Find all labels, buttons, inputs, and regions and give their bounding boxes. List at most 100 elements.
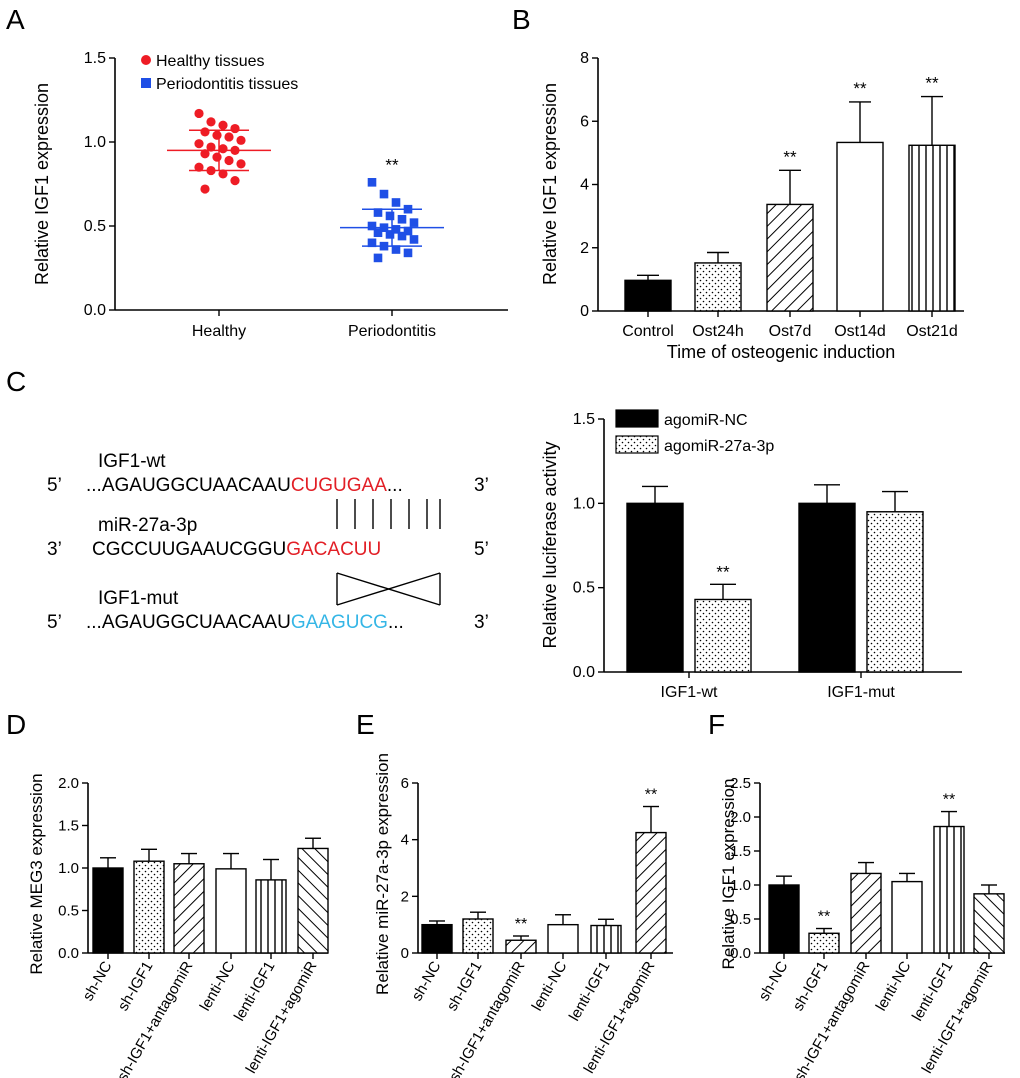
panel-c-legend-label-0: agomiR-NC (664, 412, 748, 429)
panel-a-point-periodontitis (379, 189, 389, 199)
panel-b-ytick-label-1: 2 (580, 240, 589, 257)
panel-a-point-periodontitis (373, 208, 383, 217)
panel-f-ytick-label-5: 2.5 (730, 775, 751, 792)
panel-d-ytick-label-1: 0.5 (58, 903, 79, 920)
panel-f-bar-3 (891, 880, 923, 954)
panel-c-bar-agomir-27a-3p-igf1-mut (866, 511, 924, 673)
panel-a-point-healthy (200, 127, 210, 137)
panel-e-bar-5 (635, 831, 667, 954)
panel-c-bar-agomir-nc-igf1-wt (626, 502, 684, 673)
panel-a-point-periodontitis (409, 235, 419, 244)
panel-e-significance-2: ** (515, 916, 527, 933)
panel-a-point-healthy (236, 135, 246, 145)
panel-f-ytick-label-4: 2.0 (730, 809, 751, 826)
panel-b-ytick-label-0: 0 (580, 303, 589, 320)
panel-a-point-healthy (206, 117, 216, 127)
panel-c-bar-agomir-nc-igf1-mut (798, 502, 856, 673)
panel-e-bar-0 (421, 923, 453, 954)
panel-b-ylabel: Relative IGF1 expression (540, 83, 560, 285)
panel-label-f: F (708, 709, 725, 740)
panel-a-point-healthy (236, 159, 246, 169)
panel-a-point-periodontitis (367, 221, 377, 231)
panel-f-bar-0 (768, 884, 800, 954)
panel-e-xtick-label-2: sh-IGF1+antagomiR (446, 958, 529, 1078)
panel-e-bar-4 (590, 924, 622, 954)
mir-sequence: CGCCUUGAAUCGGUGACACUU (92, 539, 381, 560)
panel-a-point-periodontitis (403, 248, 413, 258)
panel-a-point-periodontitis (391, 198, 401, 207)
mir-label: miR-27a-3p (98, 515, 197, 536)
panel-b-ytick-label-2: 4 (580, 177, 589, 194)
panel-b-bar-control (624, 279, 672, 312)
mutation-cross (336, 572, 441, 606)
wt-seed-region: CUGUGAA (291, 475, 387, 496)
panel-a-point-healthy (200, 149, 210, 159)
panel-f-significance-4: ** (943, 792, 955, 809)
mir-seed-region: GACACUU (286, 539, 381, 560)
mir-prime-left: 3’ (47, 539, 62, 560)
panel-a-point-healthy (194, 162, 204, 172)
panel-a-legend-label-0: Healthy tissues (156, 53, 265, 70)
panel-c-significance-1-0: ** (716, 562, 730, 581)
panel-label-c: C (6, 366, 26, 397)
panel-b-bar-ost7d (766, 203, 814, 312)
panel-a-legend-marker-0 (141, 55, 151, 65)
wt-label: IGF1-wt (98, 451, 166, 472)
panel-a-point-healthy (218, 144, 228, 154)
panel-f-ylabel: Relative IGF1 expression (719, 779, 738, 970)
panel-a-point-healthy (206, 142, 216, 152)
panel-f-ytick-label-2: 1.0 (730, 877, 751, 894)
panel-e-ytick-label-1: 2 (401, 888, 409, 905)
panel-e-xtick-label-0: sh-NC (408, 958, 444, 1003)
panel-c-ytick-label-1: 0.5 (573, 580, 595, 597)
panel-d-xtick-label-2: sh-IGF1+antagomiR (114, 958, 197, 1078)
panel-c-bar-agomir-27a-3p-igf1-wt (694, 598, 752, 673)
panel-d-xtick-label-3: lenti-NC (197, 958, 239, 1014)
panel-b-ytick-label-4: 8 (580, 50, 589, 67)
panel-b-xtick-label-0: Control (622, 323, 674, 340)
panel-e-ytick-label-3: 6 (401, 775, 409, 792)
panel-e-ytick-label-2: 4 (401, 832, 409, 849)
panel-c-ytick-label-0: 0.0 (573, 664, 595, 681)
panel-a-point-healthy (230, 176, 240, 186)
panel-f-xtick-label-2: sh-IGF1+antagomiR (791, 958, 874, 1078)
panel-a-point-healthy (194, 108, 204, 119)
panel-f-xtick-label-1: sh-IGF1 (790, 959, 832, 1014)
mir-prime-right: 5’ (474, 539, 489, 560)
panel-e-bar-3 (547, 923, 579, 954)
panel-label-a: A (6, 4, 25, 35)
panel-a-point-healthy (218, 169, 228, 179)
panel-e-bar-1 (462, 918, 494, 954)
panel-b-bar-ost21d (908, 144, 956, 312)
panel-a-point-periodontitis (397, 231, 407, 241)
panel-d-xtick-label-1: sh-IGF1 (115, 959, 157, 1014)
panel-f-xtick-label-3: lenti-NC (873, 958, 915, 1014)
panel-a-point-periodontitis (373, 228, 383, 238)
panel-d-ytick-label-0: 0.0 (58, 945, 79, 962)
panel-f-bar-5 (973, 893, 1005, 954)
panel-d-ylabel: Relative MEG3 expression (27, 773, 46, 974)
panel-label-b: B (512, 4, 531, 35)
panel-b-xlabel: Time of osteogenic induction (667, 342, 895, 362)
panel-a-point-healthy (194, 139, 204, 149)
panel-e-xtick-label-1: sh-IGF1 (444, 959, 486, 1014)
panel-a-ytick-label-1: 0.5 (84, 218, 106, 235)
panel-f-ytick-label-1: 0.5 (730, 911, 751, 928)
panel-a-point-periodontitis (367, 238, 377, 248)
mut-seed-region: GAAGUCG (291, 612, 388, 633)
panel-f-bar-4 (933, 825, 965, 954)
panel-d-bar-5 (297, 847, 329, 954)
panel-d-xtick-label-4: lenti-IGF1 (231, 959, 279, 1025)
wt-prime-left: 5’ (47, 475, 62, 496)
panel-a-point-healthy (224, 155, 234, 166)
mut-prime-left: 5’ (47, 612, 62, 633)
panel-a-point-periodontitis (391, 245, 401, 254)
panel-b-significance-3: ** (853, 79, 867, 98)
panel-e-xtick-label-3: lenti-NC (529, 958, 571, 1014)
panel-a-point-periodontitis (409, 218, 419, 227)
panel-b-xtick-label-2: Ost7d (769, 323, 812, 340)
panel-c-legend-label-1: agomiR-27a-3p (664, 438, 774, 455)
panel-e-xtick-label-4: lenti-IGF1 (566, 959, 614, 1025)
panel-d-ytick-label-3: 1.5 (58, 818, 79, 835)
